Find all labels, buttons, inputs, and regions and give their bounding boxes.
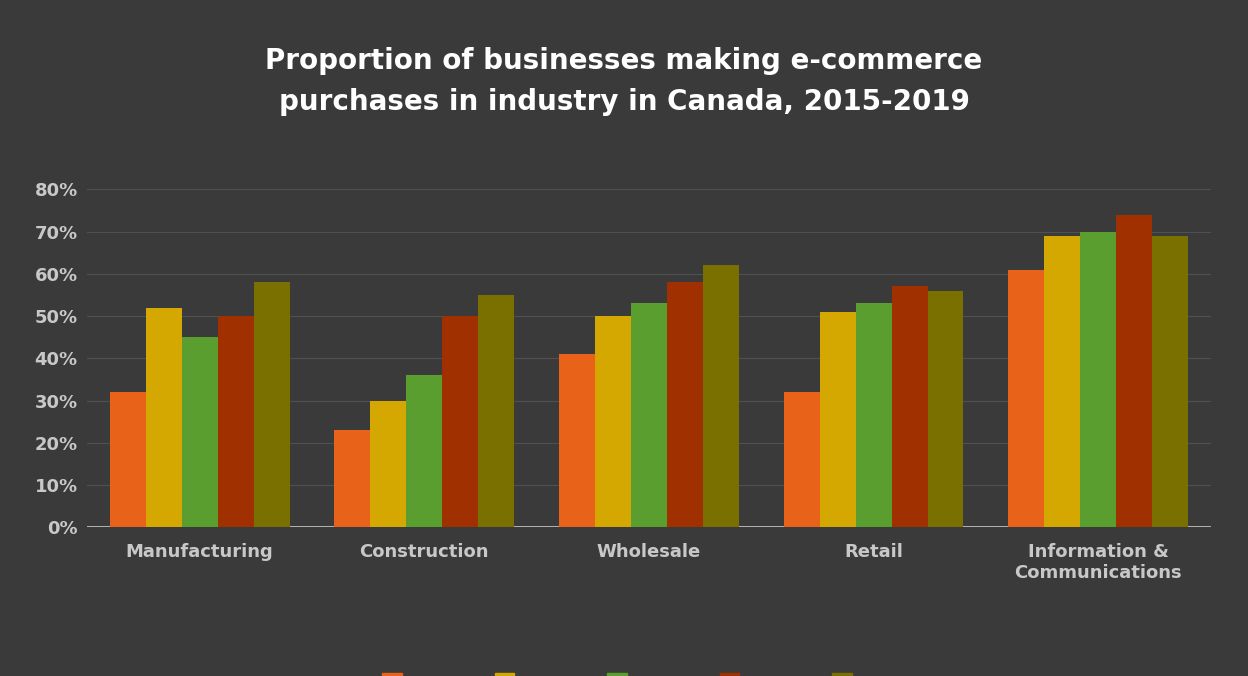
Bar [631, 304, 666, 527]
Bar [407, 375, 442, 527]
Legend: 2015, 2016, 2017, 2018, 2019: 2015, 2016, 2017, 2018, 2019 [374, 665, 924, 676]
Bar [217, 316, 253, 527]
Bar [1081, 231, 1116, 527]
Bar [784, 392, 820, 527]
Bar [1116, 215, 1152, 527]
Bar [891, 287, 927, 527]
Bar [703, 265, 739, 527]
Bar [927, 291, 963, 527]
Bar [110, 392, 146, 527]
Text: Proportion of businesses making e-commerce
purchases in industry in Canada, 2015: Proportion of businesses making e-commer… [266, 47, 982, 116]
Bar [1045, 236, 1081, 527]
Bar [253, 283, 290, 527]
Bar [334, 430, 371, 527]
Bar [820, 312, 856, 527]
Bar [1152, 236, 1188, 527]
Bar [371, 400, 407, 527]
Bar [146, 308, 182, 527]
Bar [856, 304, 891, 527]
Bar [1008, 270, 1045, 527]
Bar [478, 295, 514, 527]
Bar [559, 354, 595, 527]
Bar [442, 316, 478, 527]
Bar [666, 283, 703, 527]
Bar [182, 337, 217, 527]
Bar [595, 316, 631, 527]
